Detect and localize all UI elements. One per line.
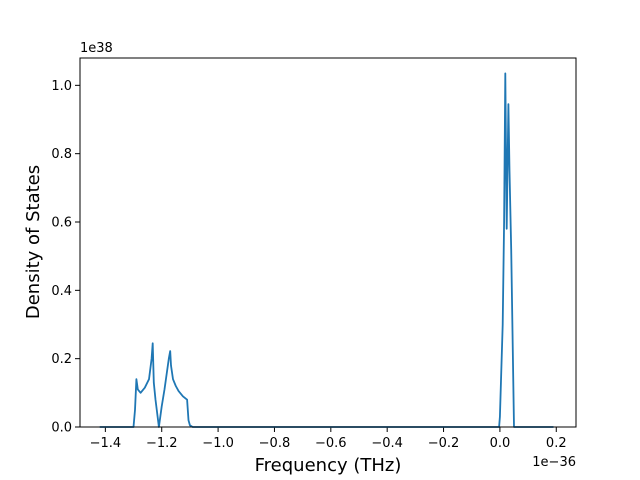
x-tick-label: −1.4 xyxy=(90,436,122,451)
x-axis-label: Frequency (THz) xyxy=(255,455,402,476)
x-tick-label: −1.2 xyxy=(146,436,178,451)
dos-series-line xyxy=(99,72,554,428)
y-tick-label: 0.0 xyxy=(51,421,72,436)
x-tick-label: 0.2 xyxy=(546,436,567,451)
y-axis-ticks: 0.0 0.2 0.4 0.6 0.8 1.0 xyxy=(51,79,80,436)
x-tick-label: −0.2 xyxy=(428,436,460,451)
x-offset-label: 1e−36 xyxy=(532,455,576,470)
x-tick-label: 0.0 xyxy=(490,436,511,451)
x-tick-label: −0.8 xyxy=(259,436,291,451)
y-tick-label: 0.2 xyxy=(51,352,72,367)
plot-area xyxy=(80,58,576,427)
x-tick-label: −0.4 xyxy=(371,436,403,451)
y-tick-label: 1.0 xyxy=(51,79,72,94)
x-tick-label: −1.0 xyxy=(202,436,234,451)
x-axis-ticks: −1.4 −1.2 −1.0 −0.8 −0.6 −0.4 −0.2 0.0 0.2 xyxy=(90,427,567,451)
axes-frame xyxy=(79,57,577,428)
x-tick-label: −0.6 xyxy=(315,436,347,451)
y-tick-label: 0.4 xyxy=(51,284,72,299)
y-axis-label: Density of States xyxy=(23,165,44,319)
y-tick-label: 0.8 xyxy=(51,147,72,162)
y-tick-label: 0.6 xyxy=(51,216,72,231)
y-offset-label: 1e38 xyxy=(80,41,113,56)
